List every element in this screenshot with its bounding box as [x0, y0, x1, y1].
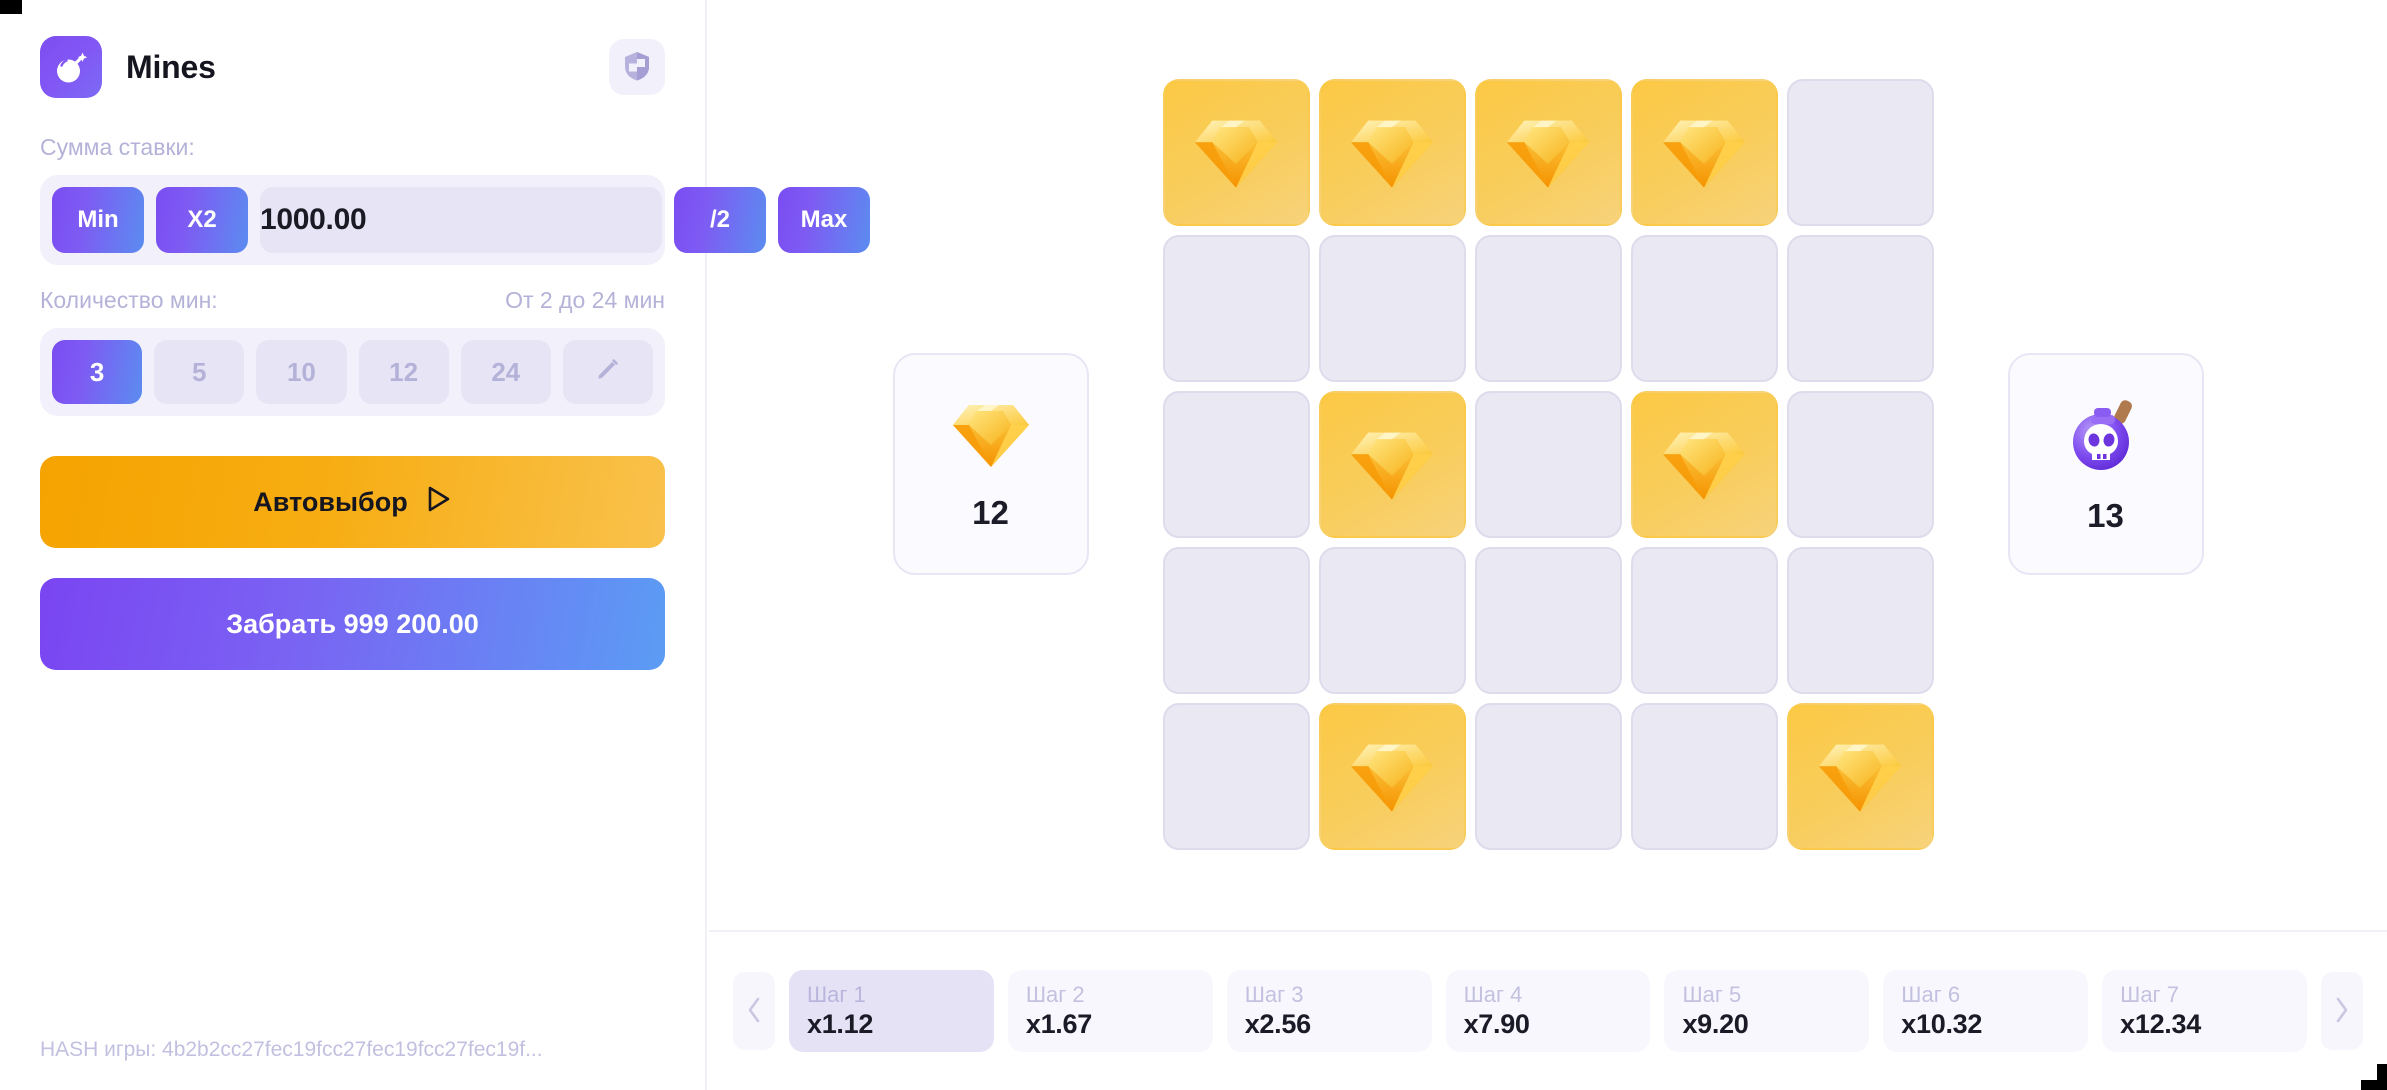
grid-cell-r3-c4[interactable]: [1630, 390, 1778, 538]
grid-cell-r4-c4[interactable]: [1630, 546, 1778, 694]
step-label: Шаг 1: [807, 982, 866, 1008]
step-multiplier: x7.90: [1463, 1009, 1530, 1040]
gem-icon: [947, 397, 1035, 476]
steps-next-button[interactable]: [2321, 972, 2363, 1050]
step-multiplier: x1.67: [1025, 1009, 1092, 1040]
shield-icon: [622, 50, 652, 85]
mines-range-hint: От 2 до 24 мин: [505, 287, 665, 313]
steps-pagination-bar: Шаг 1 x1.12 Шаг 2 x1.67 Шаг 3 x2.56 Шаг 4 x7.90…: [709, 930, 2387, 1090]
bet-amount-input[interactable]: [260, 187, 662, 253]
grid-cell-r4-c2[interactable]: [1318, 546, 1466, 694]
step-card-7[interactable]: Шаг 7 x12.34: [2102, 970, 2308, 1052]
grid-cell-r2-c1[interactable]: [1162, 234, 1310, 382]
game-board-area: 12: [709, 0, 2387, 928]
grid-cell-r2-c3[interactable]: [1474, 234, 1622, 382]
grid-cell-r1-c4[interactable]: [1630, 78, 1778, 226]
bet-label-row: Сумма ставки:: [40, 134, 665, 161]
grid-cell-r2-c2[interactable]: [1318, 234, 1466, 382]
step-card-3[interactable]: Шаг 3 x2.56: [1226, 970, 1432, 1052]
mines-count-options: 3 5 10 12 24: [40, 328, 665, 416]
grid-cell-r4-c1[interactable]: [1162, 546, 1310, 694]
grid-cell-r3-c1[interactable]: [1162, 390, 1310, 538]
mines-option-10[interactable]: 10: [256, 340, 347, 404]
bomb-icon: [40, 36, 102, 98]
grid-cell-r4-c5[interactable]: [1786, 546, 1934, 694]
mines-grid: [1162, 78, 1934, 850]
grid-cell-r1-c3[interactable]: [1474, 78, 1622, 226]
sidebar-header: Mines: [40, 0, 665, 112]
mines-option-12[interactable]: 12: [358, 340, 449, 404]
fairness-button[interactable]: [609, 39, 665, 95]
step-card-6[interactable]: Шаг 6 x10.32: [1883, 970, 2089, 1052]
gems-counter-card: 12: [892, 353, 1089, 575]
grid-cell-r5-c3[interactable]: [1474, 702, 1622, 850]
gems-counter-value: 12: [972, 493, 1009, 531]
steps-list: Шаг 1 x1.12 Шаг 2 x1.67 Шаг 3 x2.56 Шаг 4 x7.90…: [789, 970, 2308, 1052]
step-label: Шаг 4: [1463, 982, 1523, 1008]
bet-amount-label: Сумма ставки:: [40, 134, 195, 160]
step-label: Шаг 7: [2120, 982, 2179, 1008]
grid-cell-r4-c3[interactable]: [1474, 546, 1622, 694]
bet-min-button[interactable]: Min: [52, 187, 144, 253]
chevron-right-icon: [2331, 995, 2353, 1028]
step-multiplier: x1.12: [807, 1009, 874, 1040]
auto-pick-label: Автовыбор: [253, 486, 408, 517]
mines-option-5[interactable]: 5: [154, 340, 245, 404]
grid-cell-r5-c5[interactable]: [1786, 702, 1934, 850]
step-card-5[interactable]: Шаг 5 x9.20: [1664, 970, 1870, 1052]
game-hash-text: HASH игры: 4b2b2cc27fec19fcc27fec19fcc27…: [40, 1038, 543, 1061]
bet-half-button[interactable]: /2: [674, 187, 766, 253]
step-label: Шаг 2: [1025, 982, 1085, 1008]
play-icon: [426, 485, 452, 520]
step-multiplier: x12.34: [2120, 1009, 2201, 1040]
step-label: Шаг 5: [1682, 982, 1742, 1008]
auto-pick-button[interactable]: Автовыбор: [40, 456, 665, 548]
chevron-left-icon: [743, 995, 765, 1028]
bet-max-button[interactable]: Max: [778, 187, 870, 253]
grid-cell-r5-c1[interactable]: [1162, 702, 1310, 850]
corner-marker-bottom-right-v: [2377, 1064, 2387, 1090]
bet-amount-controls: Min X2 /2 Max: [40, 175, 870, 265]
grid-cell-r1-c1[interactable]: [1162, 78, 1310, 226]
grid-cell-r1-c2[interactable]: [1318, 78, 1466, 226]
step-label: Шаг 6: [1901, 982, 1961, 1008]
grid-cell-r3-c2[interactable]: [1318, 390, 1466, 538]
grid-cell-r5-c4[interactable]: [1630, 702, 1778, 850]
grid-cell-r3-c5[interactable]: [1786, 390, 1934, 538]
mines-custom-edit-button[interactable]: [562, 340, 654, 404]
step-card-2[interactable]: Шаг 2 x1.67: [1007, 970, 1213, 1052]
bet-double-button[interactable]: X2: [156, 187, 248, 253]
pencil-icon: [595, 356, 621, 389]
step-multiplier: x10.32: [1901, 1009, 1983, 1040]
grid-cell-r5-c2[interactable]: [1318, 702, 1466, 850]
bomb-skull-icon: [2063, 394, 2149, 479]
mines-count-label: Количество мин:: [40, 287, 218, 313]
grid-cell-r1-c5[interactable]: [1786, 78, 1934, 226]
step-label: Шаг 3: [1244, 982, 1304, 1008]
step-card-1[interactable]: Шаг 1 x1.12: [789, 970, 994, 1052]
corner-marker-bottom-right-h: [2361, 1080, 2387, 1090]
grid-cell-r2-c5[interactable]: [1786, 234, 1934, 382]
steps-prev-button[interactable]: [733, 972, 775, 1050]
step-multiplier: x2.56: [1244, 1009, 1311, 1040]
bombs-counter-card: 13: [2007, 353, 2204, 575]
corner-marker-top-left: [0, 0, 22, 14]
mines-option-24[interactable]: 24: [460, 340, 551, 404]
grid-cell-r2-c4[interactable]: [1630, 234, 1778, 382]
step-multiplier: x9.20: [1682, 1009, 1749, 1040]
bombs-counter-value: 13: [2087, 496, 2124, 534]
mines-label-row: Количество мин: От 2 до 24 мин: [40, 287, 665, 314]
grid-cell-r3-c3[interactable]: [1474, 390, 1622, 538]
mines-option-3[interactable]: 3: [52, 340, 143, 404]
control-sidebar: Mines Сумма ставки: Min X2 /2: [0, 0, 870, 1090]
step-card-4[interactable]: Шаг 4 x7.90: [1445, 970, 1651, 1052]
cashout-button[interactable]: Забрать 999 200.00: [40, 578, 665, 670]
page-title: Mines: [126, 48, 216, 85]
